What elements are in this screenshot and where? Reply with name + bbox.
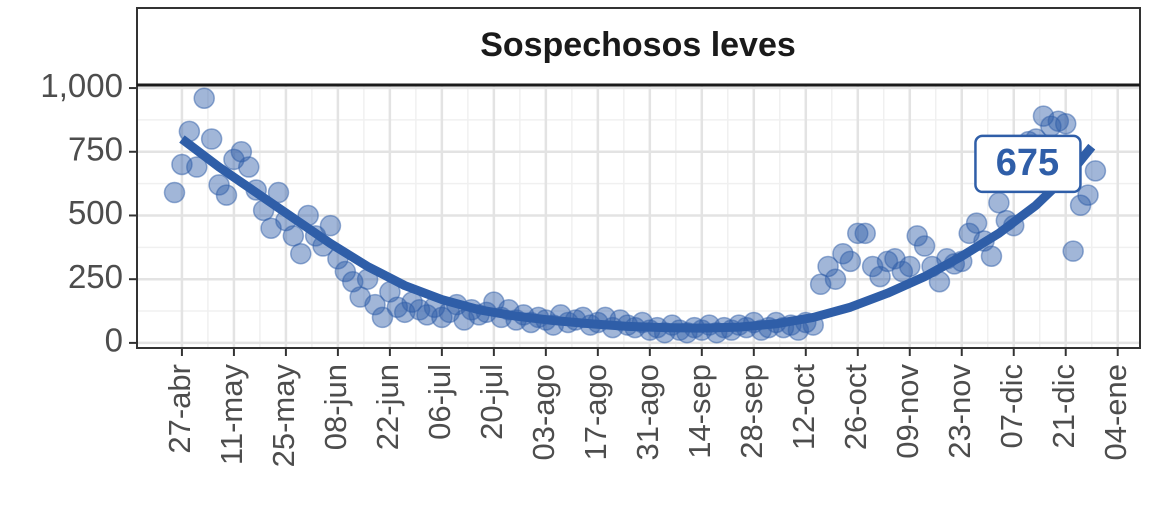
point <box>980 245 1003 268</box>
x-tick-label: 14-sep <box>682 364 717 459</box>
annotation-text: 675 <box>996 142 1059 184</box>
x-tick-label: 07-dic <box>994 364 1029 448</box>
point <box>163 181 186 204</box>
x-tick-label: 26-oct <box>838 364 873 451</box>
x-tick-label: 27-abr <box>162 364 197 454</box>
point <box>215 184 238 206</box>
x-tick-label: 08-jun <box>318 364 353 450</box>
x-tick-label: 09-nov <box>890 364 925 459</box>
point <box>186 156 208 178</box>
y-tick-label: 250 <box>68 258 123 295</box>
point <box>319 214 342 237</box>
x-tick-label: 11-may <box>214 364 249 466</box>
point <box>899 255 921 278</box>
y-tick-label: 0 <box>105 322 123 359</box>
point <box>824 268 847 290</box>
point <box>1084 160 1107 182</box>
x-tick-label: 20-jul <box>474 364 509 440</box>
point <box>193 87 215 110</box>
point <box>839 250 862 273</box>
strip <box>136 7 1141 86</box>
annotation-box <box>974 134 1082 194</box>
point <box>371 306 394 329</box>
point <box>817 255 839 278</box>
x-tick-label: 28-sep <box>734 364 769 459</box>
x-tick-label: 25-may <box>266 364 301 468</box>
y-tick-label: 750 <box>68 130 123 167</box>
point <box>988 191 1010 214</box>
point <box>282 225 305 247</box>
point <box>200 128 223 150</box>
point <box>1054 112 1077 135</box>
trend-line <box>179 135 1096 333</box>
x-tick-label: 03-ago <box>526 364 561 461</box>
x-tick-label: 04-ene <box>1098 364 1133 461</box>
point <box>290 242 312 265</box>
point <box>1062 240 1084 262</box>
point <box>238 156 260 178</box>
point <box>364 293 386 316</box>
x-tick-label: 22-jun <box>370 364 405 450</box>
point <box>965 212 988 234</box>
y-tick-label: 500 <box>68 194 123 231</box>
chart-title: Sospechosos leves <box>480 26 796 64</box>
point <box>847 222 869 245</box>
x-tick-label: 12-oct <box>786 364 821 451</box>
x-tick-label: 17-ago <box>578 364 613 461</box>
y-tick-label: 1,000 <box>40 67 123 104</box>
point <box>1077 184 1099 206</box>
point <box>178 120 201 143</box>
annotation-label: 675 <box>974 134 1082 194</box>
point <box>913 235 936 257</box>
x-tick-label: 31-ago <box>630 364 665 461</box>
point <box>854 222 876 245</box>
x-tick-label: 23-nov <box>942 364 977 459</box>
x-tick-label: 06-jul <box>422 364 457 440</box>
x-tick-label: 21-dic <box>1046 364 1081 448</box>
